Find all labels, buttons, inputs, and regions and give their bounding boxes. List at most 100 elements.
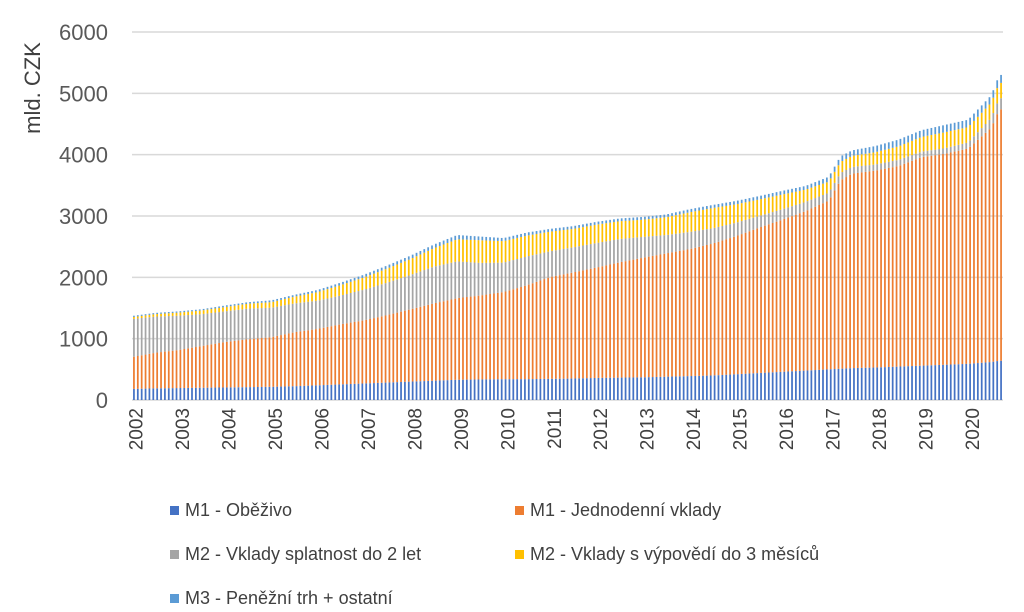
legend-swatch [170, 550, 179, 559]
bar-segment [392, 280, 395, 314]
bar-segment [349, 383, 352, 400]
bar-segment [783, 371, 786, 400]
bar-segment [175, 350, 178, 389]
bar-segment [953, 130, 956, 146]
bar-segment [222, 305, 224, 308]
bar-segment [411, 258, 414, 275]
bar-segment [396, 312, 399, 383]
bar-segment [663, 235, 666, 254]
bar-segment [450, 237, 453, 242]
bar-segment [462, 261, 464, 298]
bar-segment [764, 214, 766, 226]
bar-segment [140, 315, 143, 319]
bar-segment [458, 379, 460, 400]
bar-segment [435, 302, 437, 381]
bar-segment [597, 377, 600, 400]
bar-segment [651, 236, 654, 256]
bar-segment [822, 183, 824, 195]
bar-segment [891, 141, 894, 148]
x-tick-label: 2005 [266, 408, 287, 450]
bar-segment [473, 239, 476, 263]
bar-segment [334, 296, 337, 326]
bar-segment [748, 218, 751, 232]
bar-segment [926, 135, 929, 151]
bar-segment [264, 337, 267, 387]
bar-segment [473, 262, 476, 297]
bar-segment [880, 163, 882, 170]
bar-segment [841, 155, 844, 162]
bar-segment [911, 366, 913, 400]
bar-segment [841, 172, 844, 180]
bar-segment [783, 208, 786, 219]
bar-segment [241, 303, 244, 305]
bar-segment [338, 324, 340, 385]
bar-segment [953, 364, 956, 400]
bar-segment [756, 199, 759, 217]
bar-segment [771, 372, 774, 400]
bar-segment [996, 361, 999, 400]
bar-segment [218, 343, 220, 388]
bar-segment [853, 173, 855, 369]
bar-segment [245, 339, 248, 388]
bar-segment [574, 246, 577, 273]
bar-segment [148, 353, 151, 389]
bar-segment [814, 186, 817, 199]
bar-segment [191, 310, 193, 312]
bar-segment [686, 232, 689, 250]
bar-segment [152, 388, 155, 400]
bar-segment [833, 166, 836, 172]
bar-segment [609, 219, 611, 223]
bar-segment [818, 196, 820, 206]
bar-segment [175, 312, 178, 316]
bar-segment [628, 260, 631, 378]
bar-segment [860, 367, 863, 400]
bar-segment [578, 246, 580, 272]
bar-segment [547, 231, 550, 252]
bar-segment [179, 312, 182, 316]
bar-segment [609, 240, 611, 265]
bar-segment [214, 308, 217, 313]
bar-segment [818, 205, 820, 370]
bar-segment [582, 378, 584, 400]
bar-segment [539, 230, 542, 234]
bar-segment [593, 224, 596, 244]
bar-segment [442, 301, 445, 381]
bar-segment [400, 259, 402, 263]
bar-segment [651, 255, 654, 378]
bar-segment [446, 238, 449, 244]
bar-segment [628, 217, 631, 221]
bar-segment [980, 105, 983, 113]
bar-segment [655, 376, 658, 400]
bar-segment [903, 157, 906, 164]
bar-segment [938, 154, 940, 365]
bar-segment [392, 382, 395, 400]
bar-segment [558, 249, 561, 276]
bar-segment [810, 199, 813, 209]
bar-segment [210, 344, 213, 388]
bar-segment [872, 152, 875, 165]
bar-segment [957, 121, 960, 130]
bar-segment [206, 313, 209, 346]
bar-segment [427, 380, 430, 400]
bar-segment [721, 206, 724, 226]
legend-label: M1 - Oběživo [185, 500, 293, 520]
bar-segment [818, 180, 820, 185]
bar-segment [345, 283, 348, 294]
bar-segment [802, 370, 805, 400]
bar-segment [783, 218, 786, 372]
bar-segment [229, 341, 232, 388]
bar-segment [353, 321, 356, 384]
bar-segment [465, 235, 468, 240]
bar-segment [330, 285, 333, 288]
bar-segment [233, 387, 236, 400]
bar-segment [872, 164, 875, 171]
bar-segment [945, 153, 948, 365]
bar-segment [570, 247, 573, 273]
bar-segment [411, 254, 414, 259]
bar-segment [856, 367, 859, 400]
bar-segment [307, 301, 310, 331]
bar-segment [493, 379, 495, 400]
bar-segment [419, 381, 422, 400]
bar-segment [787, 193, 790, 208]
bar-segment [268, 300, 271, 303]
